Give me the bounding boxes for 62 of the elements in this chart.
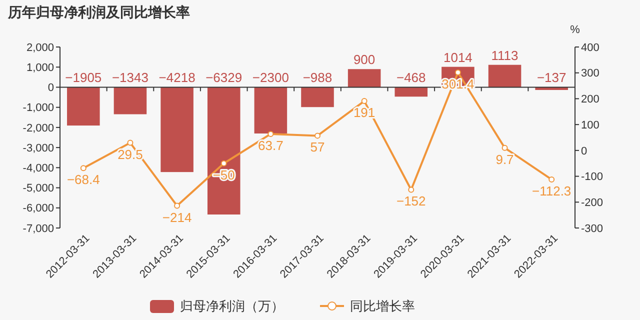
y-tick-label: -6,000 bbox=[22, 202, 54, 215]
y2-tick-label: -100 bbox=[581, 171, 604, 184]
point bbox=[174, 202, 180, 209]
bar bbox=[488, 64, 522, 88]
chart-title: 历年归母净利润及同比增长率 bbox=[7, 4, 190, 20]
y2-tick-label: 400 bbox=[581, 42, 600, 54]
y2-tick-label: 300 bbox=[581, 68, 600, 80]
point bbox=[80, 165, 86, 172]
data-label: −6329 bbox=[206, 70, 242, 86]
y-tick-label: 1,000 bbox=[26, 62, 54, 74]
point bbox=[408, 186, 414, 193]
bar bbox=[67, 87, 100, 126]
data-label: 9.7 bbox=[496, 152, 514, 167]
data-label: 63.7 bbox=[258, 138, 284, 153]
data-label: 900 bbox=[353, 52, 376, 68]
legend-label: 同比增长率 bbox=[350, 298, 415, 314]
data-label: −468 bbox=[396, 70, 426, 86]
point bbox=[268, 130, 274, 137]
data-label: −2300 bbox=[252, 70, 289, 86]
y2-tick-label: -300 bbox=[581, 222, 604, 235]
y-tick-label: -3,000 bbox=[22, 142, 54, 154]
y-tick-label: 2,000 bbox=[26, 42, 54, 54]
bar bbox=[114, 87, 147, 114]
bar bbox=[348, 69, 381, 88]
bar bbox=[207, 87, 240, 215]
y-tick-label: -2,000 bbox=[22, 122, 54, 134]
bar bbox=[535, 87, 568, 90]
data-label: −112.3 bbox=[532, 183, 572, 198]
y2-tick-label: 100 bbox=[581, 119, 600, 132]
point bbox=[548, 176, 555, 182]
point bbox=[502, 144, 508, 151]
bar bbox=[394, 87, 428, 97]
legend-label: 归母净利润（万） bbox=[180, 298, 284, 314]
data-label: 1014 bbox=[443, 50, 472, 65]
data-label: −1343 bbox=[112, 70, 148, 86]
data-label: −68.4 bbox=[66, 172, 100, 188]
y2-tick-label: 0 bbox=[581, 145, 588, 158]
point bbox=[220, 160, 227, 166]
y-tick-label: -7,000 bbox=[22, 222, 54, 235]
data-label: −152 bbox=[396, 194, 426, 209]
data-label: −214 bbox=[162, 210, 192, 225]
data-label: −988 bbox=[302, 70, 332, 86]
data-label: 57 bbox=[310, 140, 325, 155]
y-tick-label: -4,000 bbox=[22, 162, 54, 175]
y2-tick-label: -200 bbox=[581, 196, 604, 209]
data-label: 1113 bbox=[491, 48, 518, 63]
y-tick-label: -1,000 bbox=[22, 102, 54, 114]
point bbox=[454, 69, 461, 76]
point bbox=[314, 132, 320, 139]
data-label: −137 bbox=[536, 70, 566, 86]
data-label: −1905 bbox=[65, 70, 102, 86]
y2-axis-title: % bbox=[570, 24, 580, 36]
y-tick-label: 0 bbox=[48, 82, 54, 94]
bar bbox=[160, 87, 194, 172]
data-label: −50 bbox=[212, 167, 235, 182]
point bbox=[361, 98, 368, 104]
bar bbox=[301, 87, 334, 108]
point bbox=[127, 140, 134, 146]
y-tick-label: -5,000 bbox=[22, 182, 54, 195]
y2-tick-label: 200 bbox=[581, 94, 600, 106]
data-label: −4218 bbox=[158, 70, 196, 86]
bar bbox=[254, 87, 288, 134]
